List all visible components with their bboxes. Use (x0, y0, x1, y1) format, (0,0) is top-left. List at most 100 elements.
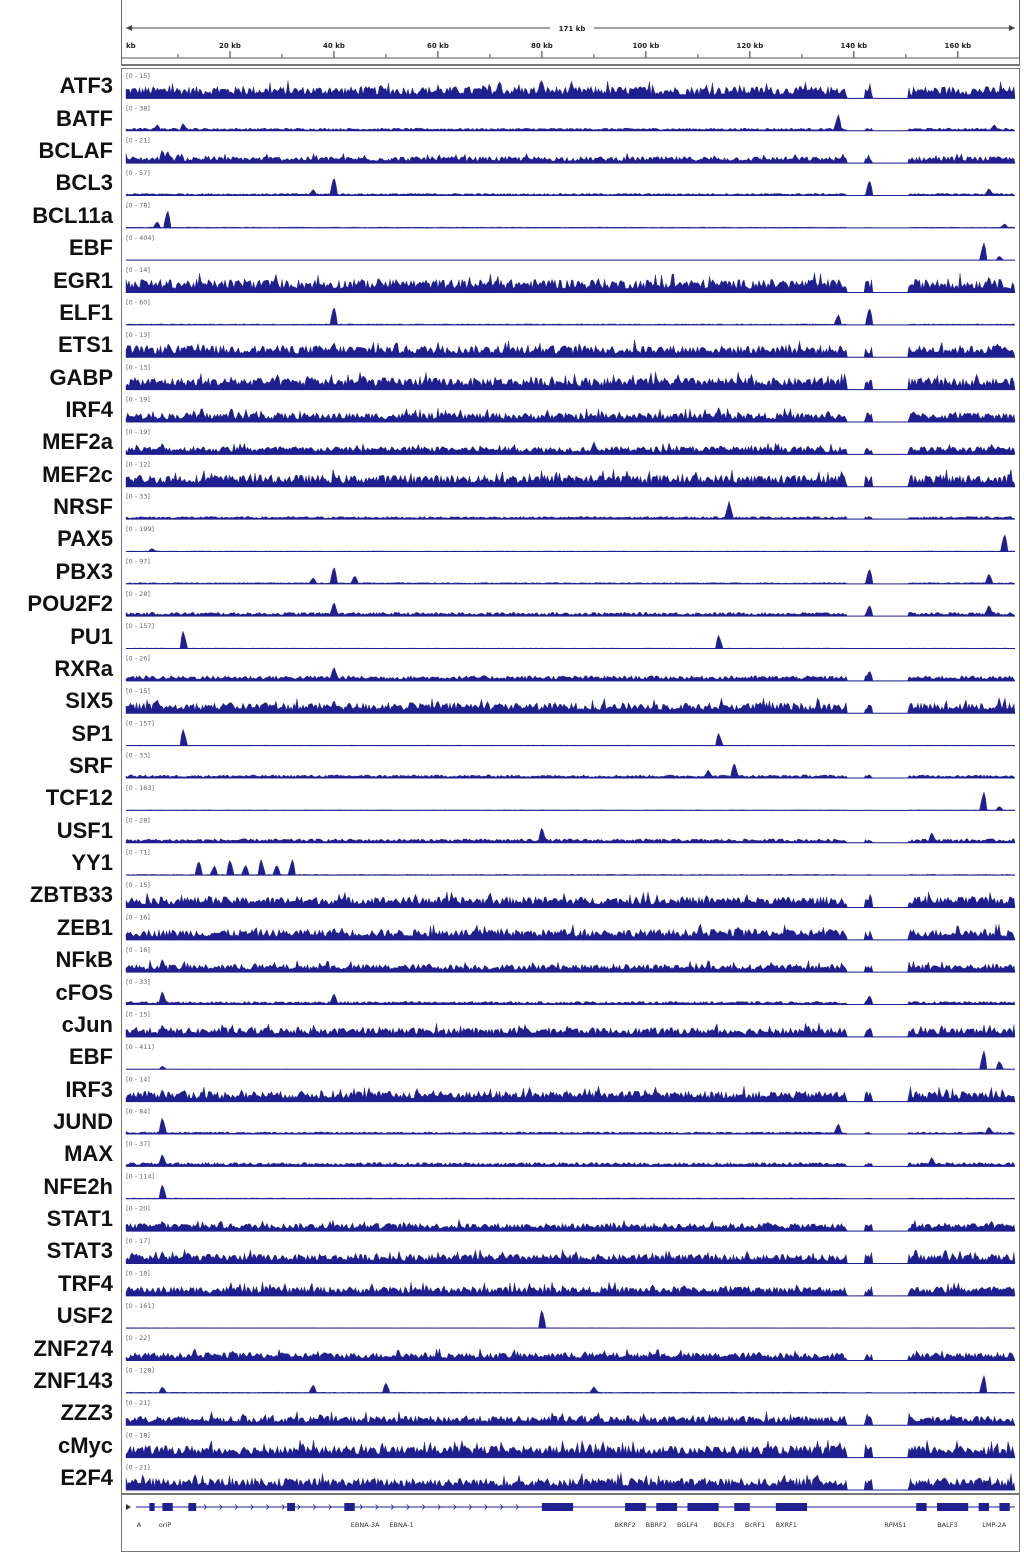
track-row: [0 - 128] (125, 1367, 1016, 1394)
track-label[interactable]: PAX5 (57, 526, 113, 552)
track-row: [0 - 97] (125, 557, 1016, 585)
track-signal-area (125, 1154, 1016, 1167)
track-data-range: [0 - 33] (126, 752, 150, 760)
track-row: [0 - 21] (125, 137, 1016, 164)
track-label[interactable]: ZBTB33 (29, 882, 113, 908)
track-label[interactable]: MAX (64, 1141, 113, 1167)
track-label[interactable]: STAT1 (46, 1206, 113, 1232)
track-label[interactable]: BATF (55, 105, 113, 131)
track-row: [0 - 71] (125, 849, 1016, 876)
track-data-range: [0 - 21] (126, 1399, 150, 1407)
track-label[interactable]: USF2 (56, 1303, 113, 1329)
track-data-range: [0 - 15] (126, 687, 150, 695)
gene-exon-block (344, 1503, 355, 1511)
ruler-tick-label: 40 kb (323, 42, 345, 50)
track-signal-area (125, 959, 1016, 973)
track-signal-area (125, 1348, 1016, 1361)
track-label[interactable]: BCL3 (55, 170, 113, 196)
track-data-range: [0 - 15] (126, 881, 150, 889)
track-signal-area (125, 1439, 1016, 1458)
track-label[interactable]: POU2F2 (27, 591, 113, 617)
track-label[interactable]: ZEB1 (56, 914, 113, 940)
track-row: [0 - 57] (125, 169, 1016, 196)
track-label[interactable]: ZNF143 (33, 1367, 113, 1393)
track-label[interactable]: NRSF (53, 494, 113, 520)
track-signal-area (125, 1117, 1016, 1135)
track-data-range: [0 - 17] (126, 1237, 150, 1245)
track-data-range: [0 - 21] (126, 137, 150, 145)
track-row: [0 - 16] (125, 946, 1016, 973)
track-label[interactable]: MEF2c (42, 461, 113, 487)
track-label[interactable]: PBX3 (55, 558, 113, 584)
gene-exon-block (188, 1503, 197, 1511)
track-label[interactable]: SP1 (71, 720, 113, 746)
track-label[interactable]: EBF (69, 235, 113, 261)
track-label[interactable]: ZZZ3 (60, 1400, 113, 1426)
gene-direction-chevron-icon (500, 1504, 504, 1510)
track-row: [0 - 33] (125, 752, 1016, 779)
track-label[interactable]: USF1 (56, 817, 113, 843)
gene-exon-block (541, 1503, 574, 1511)
track-data-range: [0 - 15] (126, 1011, 150, 1019)
track-data-range: [0 - 15] (126, 72, 150, 80)
track-label[interactable]: BCL11a (32, 202, 113, 228)
track-label[interactable]: NFE2h (43, 1173, 113, 1199)
gene-direction-chevron-icon (515, 1504, 519, 1510)
gene-exon-block (287, 1503, 295, 1511)
track-row: [0 - 60] (125, 299, 1016, 326)
track-label[interactable]: ZNF274 (33, 1335, 113, 1361)
track-label[interactable]: RXRa (54, 655, 113, 681)
track-label[interactable]: E2F4 (60, 1465, 113, 1490)
track-row: [0 - 21] (125, 1399, 1016, 1426)
track-data-range: [0 - 71] (126, 849, 150, 857)
track-label[interactable]: IRF3 (65, 1076, 113, 1102)
gene-direction-chevron-icon (234, 1504, 239, 1510)
track-label[interactable]: NFkB (55, 947, 113, 973)
track-data-range: [0 - 199] (126, 525, 154, 533)
ruler-tick-label: 160 kb (944, 42, 971, 50)
track-row: [0 - 114] (125, 1172, 1016, 1200)
gene-label: BBRF2 (646, 1521, 667, 1529)
track-data-range: [0 - 18] (126, 1431, 150, 1439)
track-data-range: [0 - 12] (126, 460, 150, 468)
track-label[interactable]: PU1 (70, 623, 113, 649)
ruler-tick-label: 140 kb (840, 42, 867, 50)
track-row: [0 - 157] (125, 719, 1016, 747)
gene-label: A (137, 1521, 142, 1529)
ruler[interactable]: 171 kb kb 20 kb 40 kb 60 kb 80 kb 100 kb 120 kb… (122, 0, 1019, 64)
track-label[interactable]: BCLAF (38, 138, 113, 164)
gene-direction-chevron-icon (328, 1504, 332, 1510)
track-label[interactable]: TCF12 (45, 785, 113, 811)
track-label[interactable]: MEF2a (42, 429, 113, 455)
track-signal-area (125, 858, 1016, 876)
track-label[interactable]: ATF3 (59, 73, 113, 99)
tracks-panel: [0 - 15] [0 - 38] [0 - 21] [0 - 57] [0 - 78]… (121, 68, 1020, 1494)
track-row: [0 - 33] (125, 978, 1016, 1006)
track-row: [0 - 17] (125, 1237, 1016, 1264)
track-label[interactable]: GABP (49, 364, 113, 390)
track-label[interactable]: ETS1 (57, 332, 113, 358)
gene-label: LMP-2A (982, 1521, 1006, 1529)
track-label[interactable]: EGR1 (53, 267, 113, 293)
track-label[interactable]: cFOS (55, 979, 113, 1005)
track-label[interactable]: TRF4 (58, 1270, 113, 1296)
track-label[interactable]: SRF (69, 753, 113, 778)
track-signal-area (125, 1219, 1016, 1232)
track-label[interactable]: IRF4 (65, 397, 113, 422)
track-label[interactable]: SIX5 (65, 688, 113, 714)
track-label[interactable]: EBF (69, 1044, 113, 1070)
track-data-range: [0 - 84] (126, 1108, 150, 1116)
track-label[interactable]: cMyc (57, 1432, 113, 1458)
track-label[interactable]: ELF1 (59, 299, 113, 325)
track-signal-area (125, 923, 1016, 941)
track-label[interactable]: JUND (53, 1109, 113, 1134)
ruler-tick-label: kb (126, 42, 136, 50)
track-label[interactable]: STAT3 (46, 1238, 113, 1264)
track-data-range: [0 - 33] (126, 978, 150, 986)
track-row: [0 - 14] (125, 1075, 1016, 1103)
track-row: [0 - 15] (125, 881, 1016, 908)
track-label[interactable]: YY1 (71, 850, 113, 876)
track-data-range: [0 - 21] (126, 1464, 150, 1472)
track-label[interactable]: cJun (61, 1011, 113, 1037)
